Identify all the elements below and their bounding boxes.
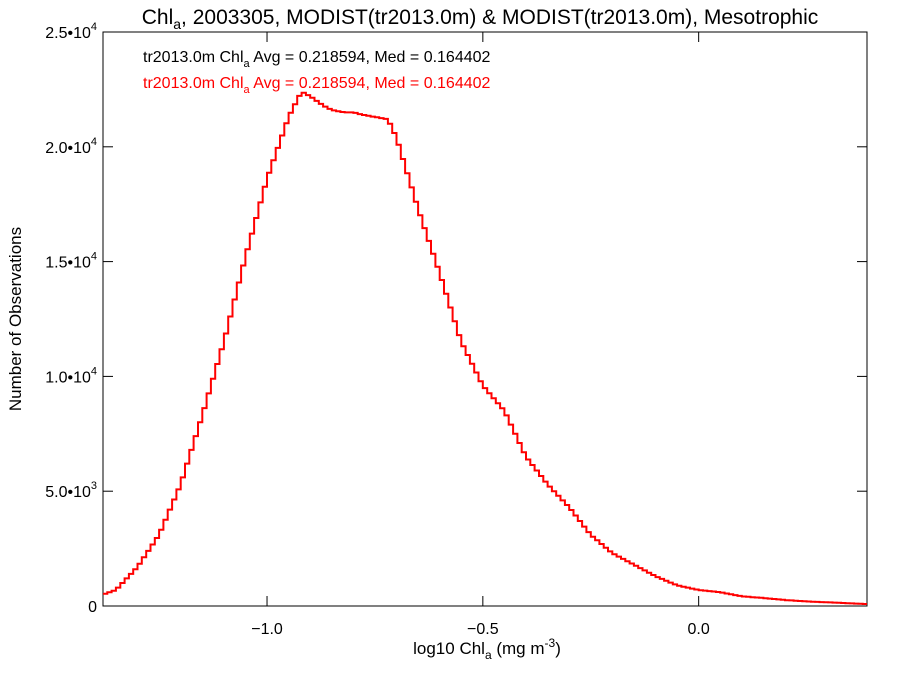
series-line-red [103,91,867,605]
chart-title: Chla, 2003305, MODIST(tr2013.0m) & MODIS… [142,6,819,32]
y-tick-label: 2.5•104 [45,21,97,42]
y-axis-ticks: 0 5.0•103 1.0•104 1.5•104 2.0•104 2.5•104 [45,21,867,616]
x-tick-label: −1.0 [251,621,283,638]
plot-frame [102,31,868,607]
y-axis-label: Number of Observations [6,227,25,411]
y-tick-label: 5.0•103 [45,480,97,501]
annotations: tr2013.0m Chla Avg = 0.218594, Med = 0.1… [143,49,491,96]
y-tick-label: 2.0•104 [45,136,97,157]
x-tick-label: −0.5 [467,621,499,638]
stats-annotation: tr2013.0m Chla Avg = 0.218594, Med = 0.1… [143,49,491,70]
y-tick-label: 0 [88,599,97,616]
x-tick-label: 0.0 [688,621,710,638]
stats-annotation: tr2013.0m Chla Avg = 0.218594, Med = 0.1… [143,75,491,96]
y-tick-label: 1.5•104 [45,251,97,272]
x-axis-label: log10 Chla (mg m-3) [413,636,561,662]
x-axis-ticks: −1.0 −0.5 0.0 [251,32,710,638]
y-tick-label: 1.0•104 [45,365,97,386]
